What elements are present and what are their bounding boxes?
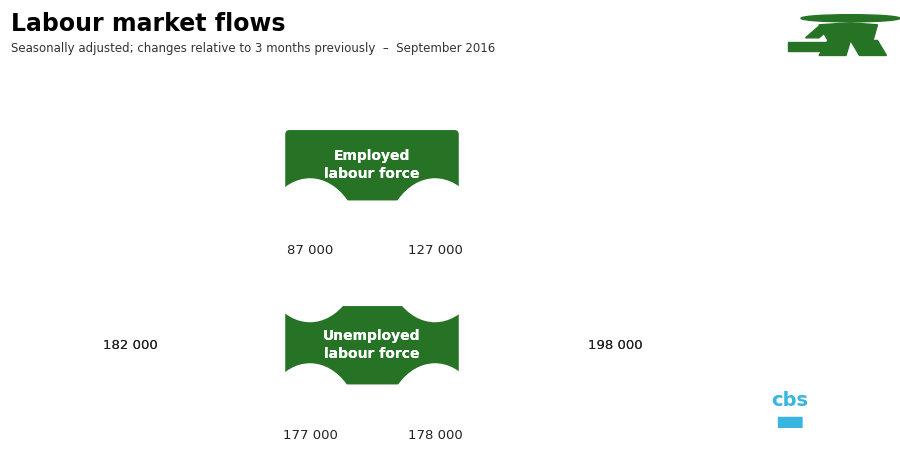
Ellipse shape <box>258 178 362 322</box>
Polygon shape <box>850 40 886 55</box>
Text: 87 000: 87 000 <box>287 244 333 257</box>
Ellipse shape <box>55 240 205 450</box>
Text: Employed
labour force: Employed labour force <box>324 149 419 181</box>
Text: Seasonally adjusted; changes relative to 3 months previously  –  September 2016: Seasonally adjusted; changes relative to… <box>11 42 495 55</box>
Ellipse shape <box>383 178 487 322</box>
Text: Are no
longer
looking
for work: Are no longer looking for work <box>182 412 228 450</box>
Text: Unemployed
labour force: Unemployed labour force <box>323 329 421 361</box>
Ellipse shape <box>258 363 362 450</box>
Text: Labour market flows: Labour market flows <box>11 12 285 36</box>
FancyBboxPatch shape <box>285 306 458 384</box>
Text: ███: ███ <box>778 416 803 427</box>
Text: 182 000: 182 000 <box>103 339 158 352</box>
Text: 177 000: 177 000 <box>283 429 338 442</box>
FancyBboxPatch shape <box>285 130 458 200</box>
Text: Find
a job: Find a job <box>518 239 545 261</box>
Text: Join the
labour market,
find a job: Join the labour market, find a job <box>697 328 779 363</box>
Polygon shape <box>819 23 878 40</box>
Text: Find
a job: Find a job <box>518 239 545 261</box>
Text: 198 000: 198 000 <box>588 339 643 352</box>
Ellipse shape <box>258 363 362 450</box>
Text: 198 000: 198 000 <box>588 339 643 352</box>
Text: Employed
labour force: Employed labour force <box>324 149 419 181</box>
Text: Unemployed
labour force: Unemployed labour force <box>323 329 421 361</box>
Text: 178 000: 178 000 <box>408 429 463 442</box>
Text: ⛏: ⛏ <box>829 18 845 47</box>
Ellipse shape <box>258 178 362 322</box>
Ellipse shape <box>540 240 690 450</box>
Text: 182 000: 182 000 <box>103 339 158 352</box>
Text: 87 000: 87 000 <box>287 244 333 257</box>
Text: Become
unemployed: Become unemployed <box>158 239 228 261</box>
Text: 178 000: 178 000 <box>408 429 463 442</box>
Text: Quit their jobs,
leave the
labour market: Quit their jobs, leave the labour market <box>0 328 48 363</box>
Circle shape <box>801 15 900 22</box>
Text: cbs: cbs <box>771 391 808 410</box>
Ellipse shape <box>383 363 487 450</box>
Text: Start looking
for work: Start looking for work <box>518 424 590 446</box>
Text: 127 000: 127 000 <box>408 244 463 257</box>
Ellipse shape <box>383 178 487 322</box>
Text: Start looking
for work: Start looking for work <box>518 424 590 446</box>
Text: Are no
longer
looking
for work: Are no longer looking for work <box>182 412 228 450</box>
FancyBboxPatch shape <box>725 355 855 445</box>
FancyBboxPatch shape <box>285 306 458 384</box>
Polygon shape <box>788 42 828 51</box>
Ellipse shape <box>55 240 205 450</box>
FancyBboxPatch shape <box>285 130 458 200</box>
Text: 177 000: 177 000 <box>283 429 338 442</box>
Text: Become
unemployed: Become unemployed <box>158 239 228 261</box>
Polygon shape <box>819 40 850 55</box>
Ellipse shape <box>383 363 487 450</box>
Polygon shape <box>806 26 832 38</box>
Ellipse shape <box>540 240 690 450</box>
Text: 127 000: 127 000 <box>408 244 463 257</box>
